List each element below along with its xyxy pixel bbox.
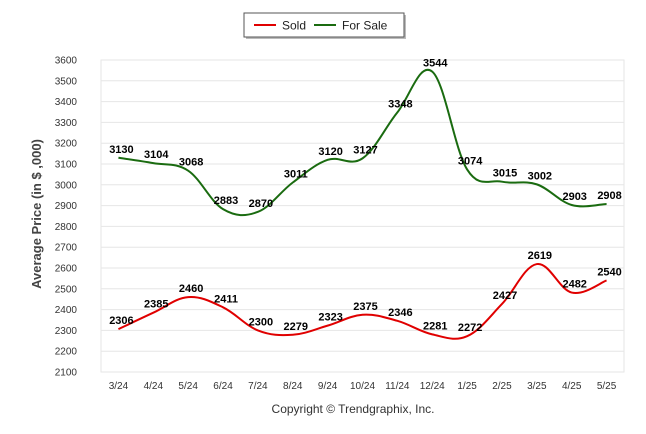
x-tick-label: 9/24 [318, 381, 338, 392]
y-tick-label: 2800 [55, 222, 78, 233]
x-tick-label: 11/24 [385, 381, 410, 392]
data-label: 2272 [458, 322, 482, 334]
y-tick-label: 2100 [55, 368, 78, 379]
data-label: 3074 [458, 155, 483, 167]
data-label: 2427 [493, 290, 517, 302]
x-tick-label: 6/24 [213, 381, 233, 392]
data-label: 2903 [562, 191, 586, 203]
x-tick-label: 1/25 [457, 381, 477, 392]
data-label: 2870 [249, 198, 273, 210]
y-axis-label: Average Price (in $ ,000) [29, 139, 44, 289]
data-label: 3068 [179, 157, 203, 169]
y-tick-label: 2700 [55, 243, 78, 254]
data-label: 3002 [528, 170, 552, 182]
data-label: 3544 [423, 58, 448, 70]
x-tick-label: 4/24 [144, 381, 164, 392]
data-label: 2540 [597, 266, 621, 278]
data-label: 2883 [214, 195, 238, 207]
copyright-credit: Copyright © Trendgraphix, Inc. [272, 402, 435, 416]
data-label: 2281 [423, 320, 447, 332]
y-tick-label: 3100 [55, 160, 78, 171]
data-label: 2300 [249, 316, 273, 328]
x-axis-ticks: 3/24 4/24 5/24 6/24 7/24 8/24 9/24 10/24 11/24 12… [109, 381, 617, 392]
series-lines [118, 68, 607, 340]
data-label: 2346 [388, 307, 412, 319]
y-tick-label: 3000 [55, 180, 78, 191]
x-tick-label: 3/25 [527, 381, 547, 392]
y-tick-label: 2400 [55, 305, 78, 316]
legend-label: Sold [282, 19, 306, 33]
y-tick-label: 3400 [55, 97, 78, 108]
data-label: 2323 [318, 312, 342, 324]
x-tick-label: 8/24 [283, 381, 303, 392]
y-tick-label: 3200 [55, 139, 78, 150]
data-label: 2460 [179, 283, 203, 295]
data-label: 3348 [388, 98, 412, 110]
x-tick-label: 5/25 [597, 381, 617, 392]
data-label: 2908 [597, 190, 621, 202]
y-tick-label: 2900 [55, 201, 78, 212]
x-tick-label: 5/24 [178, 381, 198, 392]
legend-label: For Sale [342, 19, 388, 33]
data-label: 2482 [562, 279, 586, 291]
y-tick-label: 2500 [55, 284, 78, 295]
x-tick-label: 12/24 [420, 381, 445, 392]
data-label: 3011 [284, 169, 308, 181]
data-label: 3104 [144, 149, 169, 161]
data-label: 2279 [284, 321, 308, 333]
data-label: 2619 [528, 250, 552, 262]
series-line-for-sale [118, 68, 607, 217]
legend: Sold For Sale [243, 12, 406, 39]
data-label: 3015 [493, 168, 517, 180]
gridlines [100, 59, 625, 373]
data-label: 2385 [144, 299, 168, 311]
x-tick-label: 2/25 [492, 381, 512, 392]
y-tick-label: 2200 [55, 347, 78, 358]
x-tick-label: 7/24 [248, 381, 268, 392]
data-label: 3130 [109, 144, 133, 156]
y-tick-label: 2600 [55, 264, 78, 275]
y-tick-label: 2300 [55, 326, 78, 337]
y-tick-label: 3300 [55, 118, 78, 129]
y-tick-label: 3500 [55, 76, 78, 87]
y-axis-ticks: 2100 2200 2300 2400 2500 2600 2700 2800 2900 3000… [55, 56, 78, 379]
data-label: 2306 [109, 315, 133, 327]
y-tick-label: 3600 [55, 56, 78, 67]
x-tick-label: 3/24 [109, 381, 129, 392]
data-label: 2375 [353, 301, 377, 313]
x-tick-label: 10/24 [350, 381, 375, 392]
data-labels: 2306 2385 2460 2411 2300 2279 2323 2375 2346 2281… [109, 58, 622, 335]
x-tick-label: 4/25 [562, 381, 582, 392]
data-label: 3120 [318, 146, 342, 158]
data-label: 3127 [353, 144, 377, 156]
data-label: 2411 [214, 293, 238, 305]
plot-border [100, 59, 625, 373]
series-line-sold [118, 263, 607, 340]
